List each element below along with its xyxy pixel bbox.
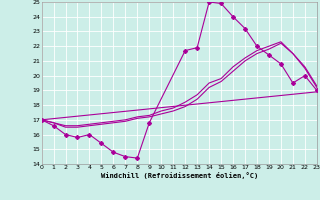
X-axis label: Windchill (Refroidissement éolien,°C): Windchill (Refroidissement éolien,°C) xyxy=(100,172,258,179)
